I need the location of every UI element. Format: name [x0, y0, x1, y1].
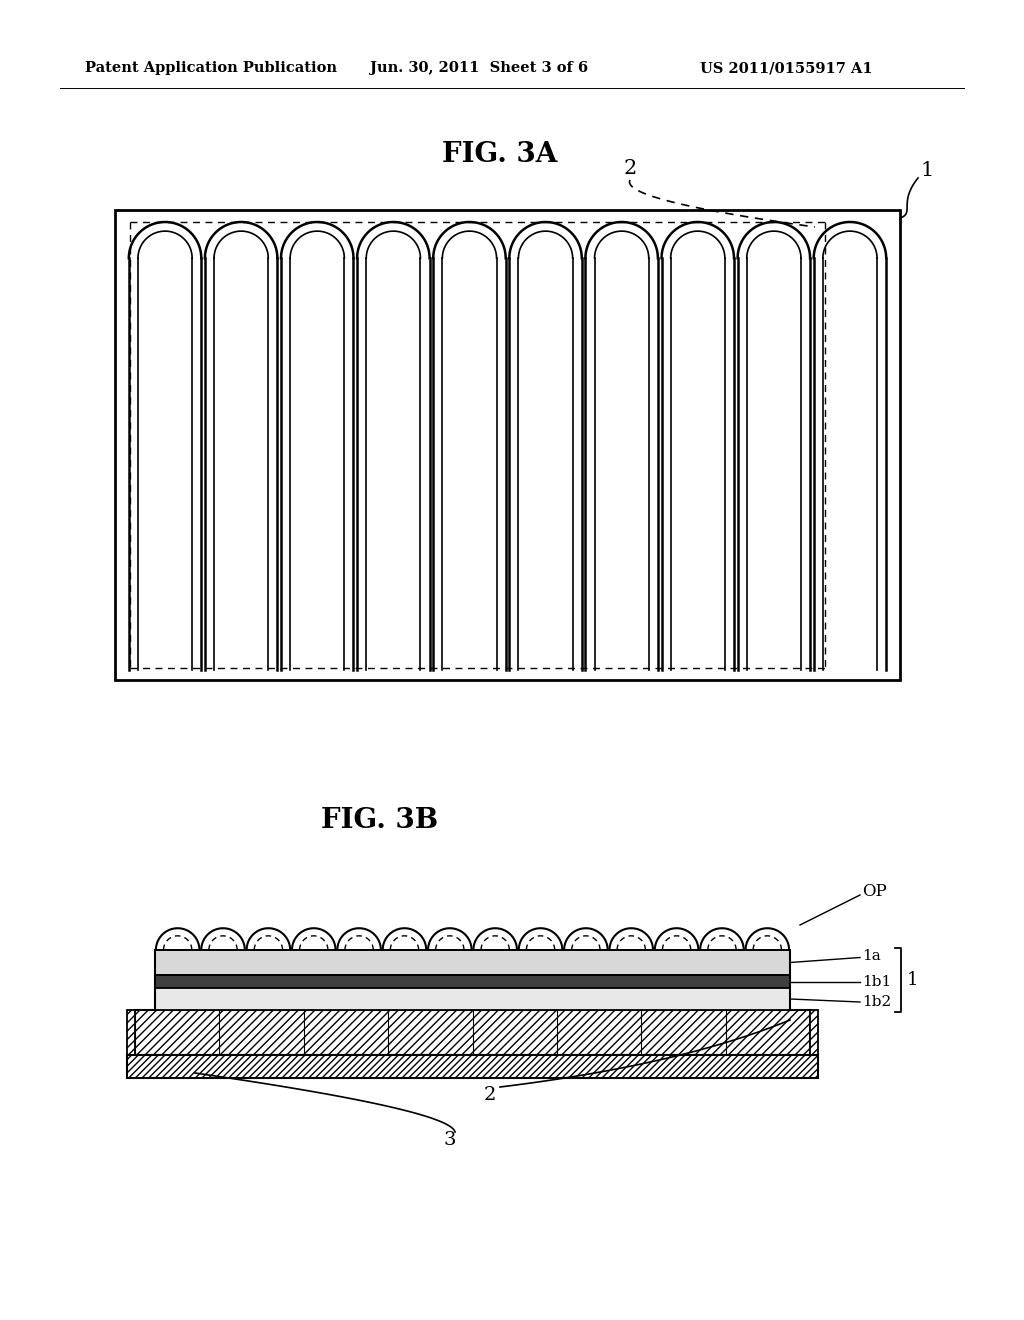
Text: 1b2: 1b2 [862, 995, 891, 1008]
Bar [127, 1010, 135, 1055]
Text: Jun. 30, 2011  Sheet 3 of 6: Jun. 30, 2011 Sheet 3 of 6 [370, 61, 588, 75]
Text: 2: 2 [624, 158, 637, 177]
Text: 1: 1 [907, 972, 919, 989]
Bar [155, 987, 790, 1010]
Text: 1b1: 1b1 [862, 974, 891, 989]
Text: Patent Application Publication: Patent Application Publication [85, 61, 337, 75]
Text: US 2011/0155917 A1: US 2011/0155917 A1 [700, 61, 872, 75]
Bar [155, 950, 790, 975]
Text: 1: 1 [920, 161, 933, 180]
Bar [115, 210, 900, 680]
Text: 2: 2 [483, 1086, 497, 1104]
Bar [135, 1010, 810, 1055]
Text: 3: 3 [443, 1131, 457, 1148]
Bar [810, 1010, 818, 1055]
Text: FIG. 3A: FIG. 3A [442, 141, 558, 169]
Text: 1a: 1a [862, 949, 881, 962]
Text: OP: OP [862, 883, 887, 899]
Bar [155, 975, 790, 987]
Bar [127, 1055, 818, 1078]
Text: FIG. 3B: FIG. 3B [322, 807, 438, 833]
